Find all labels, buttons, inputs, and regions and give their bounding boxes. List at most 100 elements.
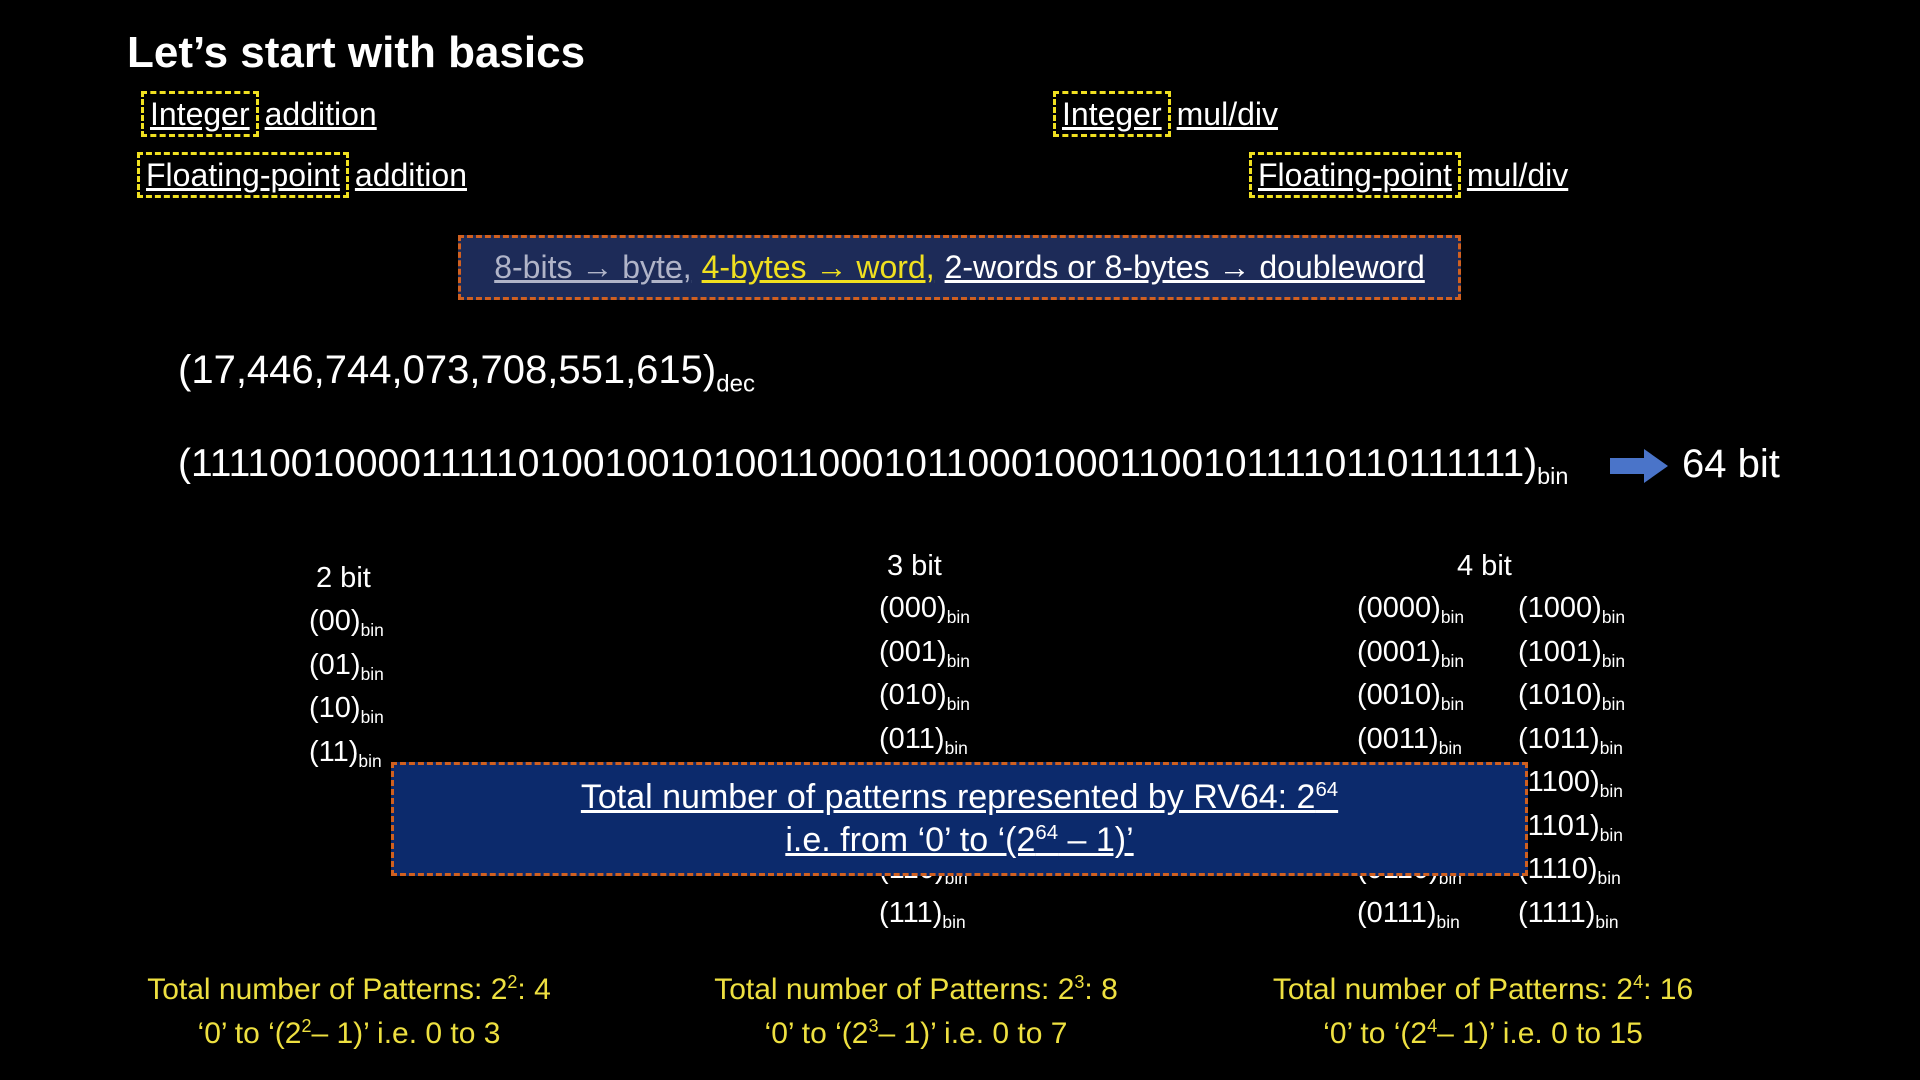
binary-value: (111100100001111101001001010011000101100… [178,442,1568,490]
pattern-sub: bin [1601,650,1626,671]
column-heading: 3 bit [887,550,942,582]
slide-title: Let’s start with basics [127,28,586,77]
pattern-text: (0011) [1357,722,1439,755]
pattern-text: (011) [879,722,945,755]
pattern-text: (11) [309,735,359,768]
topic-boxed: Floating-point [1249,152,1461,198]
pattern-sub: bin [1599,737,1623,758]
pattern-sub: bin [942,911,966,932]
pattern-sub: bin [360,620,384,641]
pattern: (1100)bin [1518,766,1623,802]
pattern-text: (01) [309,648,361,681]
binary-text: (111100100001111101001001010011000101100… [178,442,1538,485]
pattern: (0000)bin [1357,592,1464,628]
decimal-sub: dec [716,370,755,398]
footer-text: – 1)’ i.e. 0 to 3 [311,1016,501,1050]
pattern-sub: bin [1595,911,1619,932]
pattern-text: (1100) [1518,766,1600,798]
pattern-sub: bin [360,707,384,728]
pattern: (11)bin [309,736,382,772]
footer-line: ‘0’ to ‘(23– 1)’ i.e. 0 to 7 [765,1016,1068,1051]
footer-line: ‘0’ to ‘(24– 1)’ i.e. 0 to 15 [1323,1016,1643,1051]
pattern: (001)bin [879,636,970,672]
topic-rest: mul/div [1176,96,1278,132]
unit-text: 8-bits → byte, [494,249,692,285]
pattern-sub: bin [1599,781,1623,802]
footer-sup: 2 [301,1016,312,1036]
pattern: (010)bin [879,679,970,715]
pattern-text: (111) [879,896,943,929]
decimal-value: (17,446,744,073,708,551,615)dec [178,348,755,398]
overlay-text: Total number of patterns represented by … [580,778,1316,816]
column-heading: 2 bit [316,562,371,594]
pattern-sub: bin [946,694,970,715]
column-heading: 4 bit [1457,550,1512,582]
topic-boxed: Integer [141,91,259,137]
pattern: (0111)bin [1357,897,1460,933]
unit-text: 2-words or 8-bytes → doubleword [944,249,1425,285]
topic-rest: addition [354,157,467,193]
pattern-sub: bin [944,737,968,758]
overlay-sup: 64 [1035,821,1059,844]
bit-width: 64 bit [1682,442,1780,486]
arrow [1610,449,1668,483]
overlay-sup: 64 [1315,778,1339,801]
pattern-sub: bin [946,607,970,628]
pattern: (1010)bin [1518,679,1625,715]
pattern-text: (0001) [1357,635,1441,668]
pattern-text: (001) [879,635,947,668]
pattern: (00)bin [309,605,384,641]
overlay-text: i.e. from ‘0’ to ‘(2 [785,821,1036,859]
overlay-line: i.e. from ‘0’ to ‘(264 – 1)’ [785,821,1133,860]
topic: Integer addition [141,91,377,137]
pattern: (1110)bin [1518,853,1621,889]
footer-text: : 4 [517,972,551,1006]
footer-text: : 8 [1084,972,1118,1006]
pattern: (111)bin [879,897,966,933]
footer-line: Total number of Patterns: 24: 16 [1273,972,1693,1007]
footer-sup: 3 [868,1016,879,1036]
footer-sup: 3 [1074,972,1085,992]
footer-text: – 1)’ i.e. 0 to 15 [1437,1016,1643,1050]
footer-sup: 4 [1633,972,1644,992]
pattern-sub: bin [1599,824,1623,845]
footer-text: Total number of Patterns: 2 [1272,972,1634,1006]
pattern-text: (10) [309,692,361,724]
pattern-sub: bin [358,750,382,771]
topic-rest: mul/div [1466,157,1569,193]
pattern-sub: bin [1438,737,1462,758]
pattern-text: (1000) [1518,592,1602,624]
footer-sup: 2 [507,972,518,992]
topic-rest: addition [264,96,377,132]
topic: Floating-point mul/div [1249,152,1569,198]
units-box: 8-bits → byte, 4-bytes → word, 2-words or … [458,235,1461,300]
pattern-sub: bin [1597,868,1621,889]
pattern-text: (0010) [1357,679,1441,711]
pattern-text: (010) [879,679,947,711]
decimal-text: (17,446,744,073,708,551,615) [178,348,717,392]
footer-text: Total number of Patterns: 2 [147,972,508,1006]
pattern: (1101)bin [1518,810,1623,846]
pattern-text: (1010) [1518,679,1602,711]
pattern: (0010)bin [1357,679,1464,715]
footer-text: ‘0’ to ‘(2 [1323,1016,1428,1050]
pattern: (1011)bin [1518,723,1623,759]
pattern-text: (1011) [1518,722,1600,755]
pattern-text: (1001) [1518,635,1602,668]
overlay-line: Total number of patterns represented by … [581,778,1338,817]
pattern-sub: bin [1440,694,1465,715]
footer-text: : 16 [1643,972,1694,1006]
pattern: (0001)bin [1357,636,1464,672]
unit-text: 4-bytes → word, [701,249,935,285]
pattern-sub: bin [1436,911,1460,932]
pattern: (0011)bin [1357,723,1462,759]
pattern-sub: bin [1440,650,1465,671]
pattern-sub: bin [1440,607,1465,628]
pattern: (01)bin [309,649,384,685]
pattern-sub: bin [1601,607,1626,628]
footer-line: ‘0’ to ‘(22– 1)’ i.e. 0 to 3 [198,1016,501,1051]
pattern: (000)bin [879,592,970,628]
pattern-text: (00) [309,605,361,637]
footer-text: ‘0’ to ‘(2 [764,1016,869,1050]
